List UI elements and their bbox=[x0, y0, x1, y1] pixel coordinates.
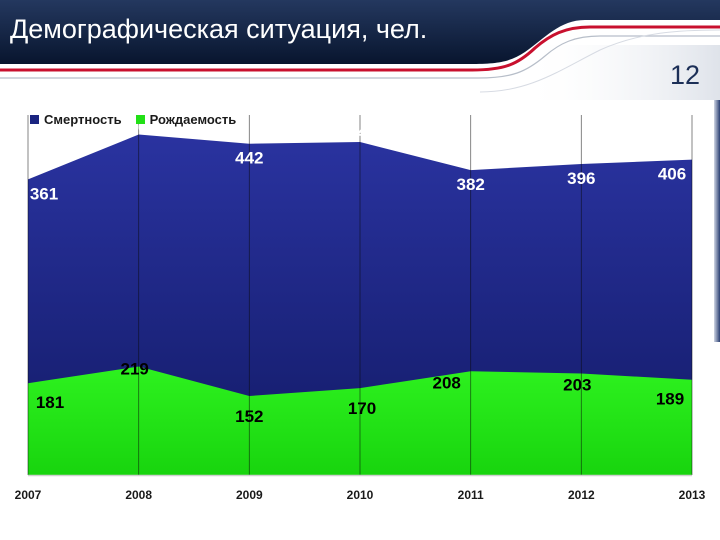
x-tick-label-2010: 2010 bbox=[347, 488, 374, 502]
x-tick-label-2009: 2009 bbox=[236, 488, 263, 502]
x-tick-label-2011: 2011 bbox=[458, 488, 484, 502]
x-tick-label-2013: 2013 bbox=[679, 488, 706, 502]
data-label-births-2008: 219 bbox=[121, 360, 149, 379]
data-label-births-2009: 152 bbox=[235, 407, 263, 426]
slide-header: Демографическая ситуация, чел. 12 bbox=[0, 0, 720, 100]
right-edge-decoration bbox=[714, 100, 720, 342]
data-label-births-2013: 189 bbox=[656, 390, 684, 409]
x-tick-label-2008: 2008 bbox=[125, 488, 152, 502]
data-label-deaths-2011: 382 bbox=[457, 175, 485, 194]
data-label-births-2010: 170 bbox=[348, 399, 376, 418]
legend-label-deaths: Смертность bbox=[44, 112, 122, 127]
data-label-births-2007: 181 bbox=[36, 393, 64, 412]
x-tick-label-2007: 2007 bbox=[15, 488, 42, 502]
x-tick-label-2012: 2012 bbox=[568, 488, 595, 502]
data-label-births-2012: 203 bbox=[563, 376, 591, 395]
legend-swatch-births bbox=[135, 115, 145, 124]
data-label-deaths-2010: 446 bbox=[348, 123, 376, 142]
chart-legend: Смертность Рождаемость bbox=[30, 112, 236, 127]
legend-swatch-deaths bbox=[30, 115, 39, 124]
data-label-deaths-2012: 396 bbox=[567, 169, 595, 188]
page-number: 12 bbox=[669, 60, 700, 90]
legend-item-deaths: Смертность bbox=[30, 112, 122, 127]
data-label-births-2011: 208 bbox=[433, 373, 461, 392]
legend-item-births: Рождаемость bbox=[135, 112, 237, 127]
data-label-deaths-2013: 406 bbox=[658, 165, 686, 184]
legend-label-births: Рождаемость bbox=[149, 112, 237, 127]
slide-title: Демографическая ситуация, чел. bbox=[10, 14, 428, 44]
data-label-deaths-2007: 361 bbox=[30, 184, 58, 203]
header-banner bbox=[0, 0, 720, 100]
data-label-deaths-2009: 442 bbox=[235, 149, 263, 168]
